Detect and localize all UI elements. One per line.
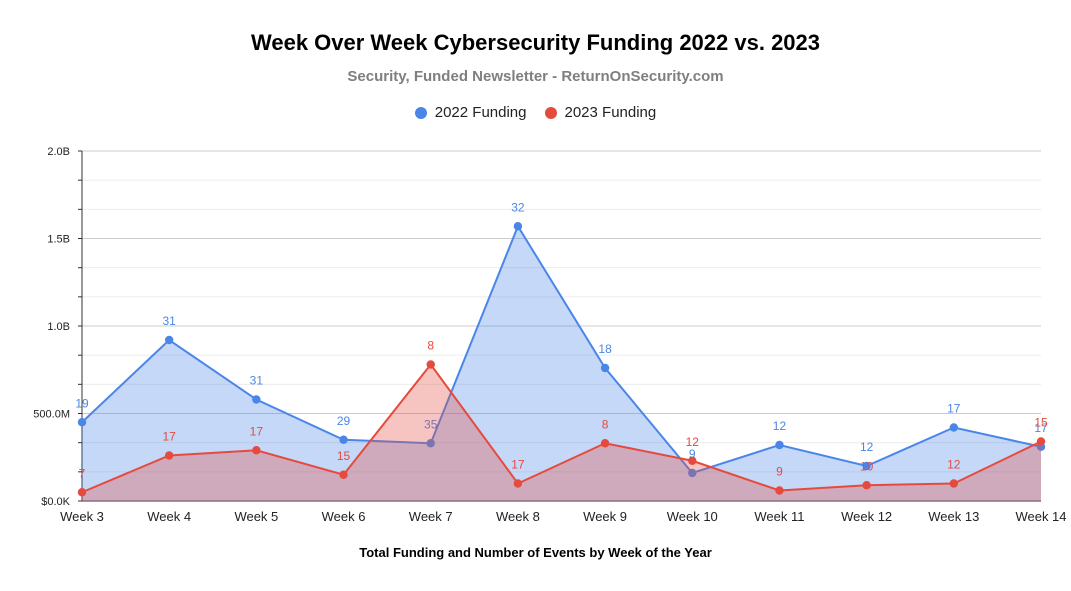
data-label: 17 [1034,421,1048,435]
data-label: 9 [776,465,783,479]
data-label: 17 [947,402,961,416]
data-label: 32 [511,200,525,214]
x-tick-label: Week 13 [928,509,979,524]
data-label: 18 [598,342,612,356]
data-point [252,446,261,455]
data-point [862,481,871,490]
legend-item-2022[interactable]: 2022 Funding [414,104,527,121]
data-point [164,451,174,460]
gridlines [82,150,1041,502]
y-tick-label: 1.5B [47,234,70,246]
data-point [252,395,261,404]
data-label: 12 [773,419,787,433]
data-point [339,470,348,479]
data-point [426,360,435,369]
data-point [426,439,435,448]
data-label: 12 [860,440,874,454]
data-label: 10 [860,459,874,473]
x-tick-label: Week 7 [409,509,453,524]
data-point [77,488,87,497]
x-tick-label: Week 12 [841,509,892,524]
data-label: 15 [337,449,351,463]
data-label: 7 [79,466,86,480]
series-line [81,362,1042,494]
data-point [775,486,784,495]
legend-marker-2022 [414,106,427,119]
legend: 2022 Funding 2023 Funding [0,104,1071,121]
data-label: 17 [163,430,177,444]
data-label: 31 [250,374,264,388]
data-label: 17 [511,458,525,472]
y-tick-label: 2.0B [47,146,70,158]
data-point [688,456,697,465]
x-tick-label: Week 3 [60,509,104,524]
data-point [77,418,87,427]
data-point [949,423,959,432]
legend-label-2022: 2022 Funding [434,104,527,121]
data-point [339,435,348,444]
data-label: 35 [424,417,438,431]
data-point [164,335,174,345]
data-label: 12 [686,435,700,449]
legend-item-2023[interactable]: 2023 Funding [544,104,657,121]
data-point [688,468,697,478]
data-label: 15 [1034,416,1048,430]
x-tick-label: Week 10 [667,509,718,524]
x-tick-label: Week 8 [496,509,540,524]
legend-label-2023: 2023 Funding [564,104,657,121]
data-label: 17 [250,424,264,438]
y-tick-label: $0.0K [41,496,70,508]
data-point [513,222,523,231]
data-label: 12 [947,458,961,472]
series-area [82,226,1041,501]
legend-marker-2023 [544,106,557,119]
x-tick-label: Week 9 [583,509,627,524]
x-tick-label: Week 5 [234,509,278,524]
y-tick-label: 500.0M [33,409,70,421]
data-label: 31 [163,314,177,328]
x-axis-title: Total Funding and Number of Events by We… [359,545,712,560]
data-point [775,440,784,450]
x-tick-label: Week 4 [147,509,191,524]
data-point [1036,437,1046,446]
chart-subtitle: Security, Funded Newsletter - ReturnOnSe… [347,68,724,85]
series-line [81,224,1042,475]
data-point [513,479,523,488]
data-label: 19 [75,396,89,410]
x-tick-label: Week 14 [1015,509,1066,524]
data-point [862,461,871,471]
data-point [600,363,610,373]
data-point [600,439,610,448]
chart-title: Week Over Week Cybersecurity Funding 202… [250,30,821,55]
series-area [82,364,1041,501]
data-point [949,479,959,488]
x-tick-label: Week 6 [322,509,366,524]
x-tick-label: Week 11 [754,509,804,524]
data-label: 8 [427,339,434,353]
data-label: 29 [337,414,351,428]
data-label: 8 [602,417,609,431]
data-label: 9 [689,447,696,461]
y-tick-label: 1.0B [47,321,70,333]
